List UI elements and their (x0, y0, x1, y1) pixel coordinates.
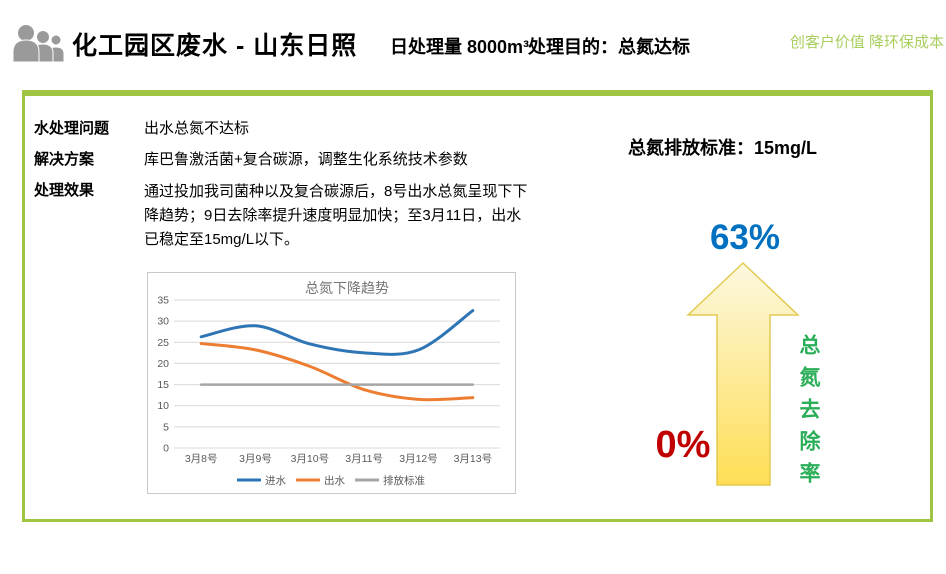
svg-text:总氮下降趋势: 总氮下降趋势 (305, 280, 389, 296)
svg-text:15: 15 (157, 379, 169, 391)
svg-text:3月8号: 3月8号 (185, 453, 218, 465)
trend-chart-svg: 0 5 10 15 20 25 30 35 3月8号 3月9号 3月10号 3月11号 3月12号 3月1… (157, 280, 500, 487)
row-value: 库巴鲁激活菌+复合碳源，调整生化系统技术参数 (144, 151, 468, 168)
svg-text:35: 35 (157, 295, 169, 307)
page-title: 化工园区废水 - 山东日照 (72, 32, 358, 60)
svg-text:3月13号: 3月13号 (454, 453, 493, 465)
daily-volume-label: 日处理量 8000m³ (390, 37, 530, 57)
removal-rate-axis-label: 总氮去除率 (797, 334, 820, 494)
row-effect: 处理效果 通过投加我司菌种以及复合碳源后，8号出水总氮呈现下下降趋势；9日去除率… (34, 180, 534, 252)
company-slogan: 创客户价值 降环保成本 (789, 34, 944, 51)
row-value: 出水总氮不达标 (144, 120, 250, 137)
removal-rate-bottom-value: 0% (655, 424, 711, 466)
row-problem: 水处理问题 出水总氮不达标 (34, 118, 534, 140)
row-label: 处理效果 (34, 182, 95, 199)
svg-text:进水: 进水 (265, 475, 286, 487)
row-label: 解决方案 (34, 151, 95, 168)
info-rows: 水处理问题 出水总氮不达标 解决方案 库巴鲁激活菌+复合碳源，调整生化系统技术参… (34, 118, 534, 261)
up-arrow-icon (686, 261, 800, 486)
svg-text:30: 30 (157, 316, 169, 328)
svg-text:3月9号: 3月9号 (239, 453, 272, 465)
content-panel: 水处理问题 出水总氮不达标 解决方案 库巴鲁激活菌+复合碳源，调整生化系统技术参… (22, 90, 933, 522)
header: 化工园区废水 - 山东日照 日处理量 8000m³ 处理目的：总氮达标 创客户价… (0, 0, 946, 88)
row-value: 通过投加我司菌种以及复合碳源后，8号出水总氮呈现下下降趋势；9日去除率提升速度明… (144, 183, 528, 248)
row-solution: 解决方案 库巴鲁激活菌+复合碳源，调整生化系统技术参数 (34, 149, 534, 171)
svg-text:排放标准: 排放标准 (383, 474, 425, 487)
svg-text:3月11号: 3月11号 (345, 453, 383, 465)
removal-rate-top-value: 63% (709, 218, 781, 257)
discharge-standard-note: 总氮排放标准：15mg/L (628, 138, 818, 158)
trend-chart: 0 5 10 15 20 25 30 35 3月8号 3月9号 3月10号 3月11号 3月12号 3月1… (147, 272, 516, 494)
removal-rate-arrow (680, 259, 810, 489)
svg-text:10: 10 (157, 400, 169, 412)
treatment-purpose-label: 处理目的：总氮达标 (528, 37, 690, 57)
svg-text:出水: 出水 (324, 474, 345, 487)
row-label: 水处理问题 (34, 120, 110, 137)
people-group-icon (12, 24, 65, 62)
svg-text:3月10号: 3月10号 (291, 453, 330, 465)
svg-text:0: 0 (163, 443, 169, 455)
svg-text:5: 5 (163, 421, 169, 433)
svg-text:3月12号: 3月12号 (399, 453, 438, 465)
svg-text:25: 25 (157, 337, 169, 349)
svg-text:20: 20 (157, 358, 169, 370)
